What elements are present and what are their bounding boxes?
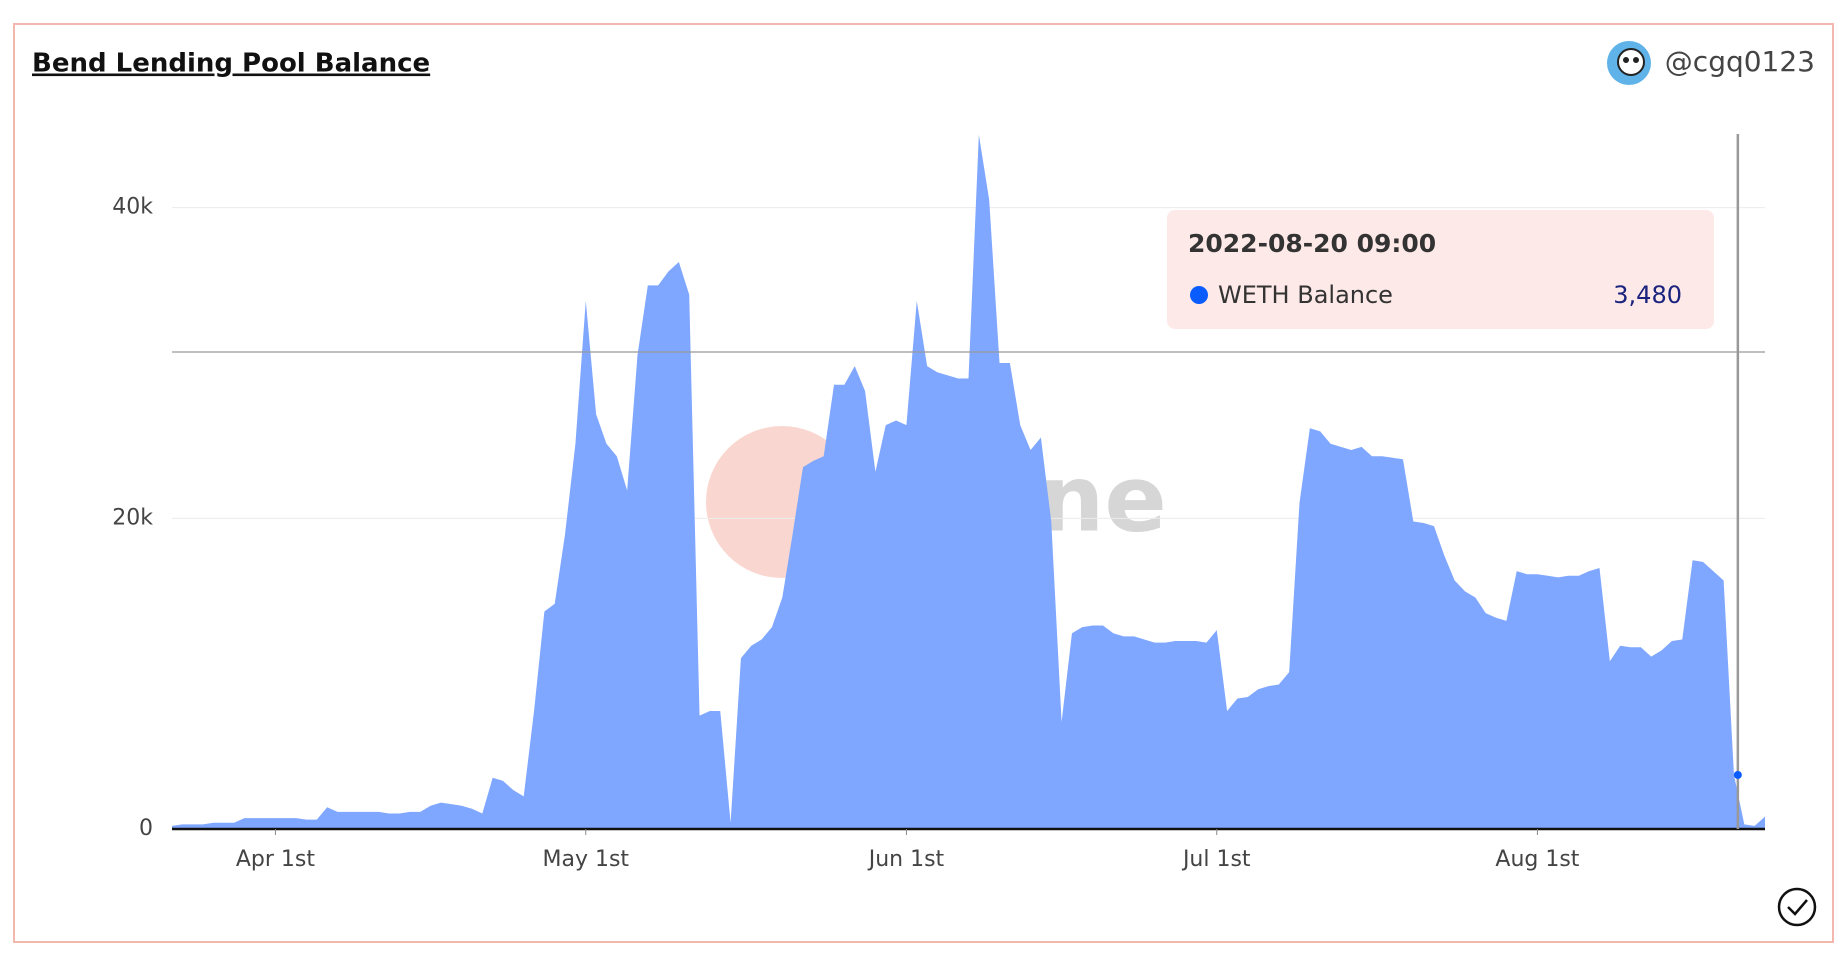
avatar[interactable]	[1607, 41, 1651, 85]
y-tick-label: 20k	[112, 505, 153, 530]
tooltip-series: WETH Balance	[1218, 281, 1393, 309]
tooltip-box	[1167, 210, 1714, 329]
check-mark	[1787, 899, 1808, 916]
tooltip: 2022-08-20 09:00 WETH Balance 3,480	[1167, 210, 1714, 329]
avatar-eye	[1623, 57, 1629, 63]
x-tick-label: Jun 1st	[867, 847, 945, 872]
avatar-face	[1617, 48, 1645, 76]
y-tick-label: 0	[139, 816, 153, 841]
x-tick-label: Apr 1st	[236, 847, 316, 872]
tooltip-value: 3,480	[1613, 281, 1682, 309]
x-tick-label: Jul 1st	[1181, 847, 1251, 872]
check-icon[interactable]	[1777, 887, 1817, 927]
author[interactable]: @cgq0123	[1665, 45, 1815, 78]
y-tick-label: 40k	[112, 195, 153, 220]
x-tick-label: Aug 1st	[1495, 847, 1579, 872]
tooltip-dot	[1190, 286, 1208, 304]
x-tick-label: May 1st	[542, 847, 629, 872]
hover-point	[1733, 770, 1742, 779]
check-circle	[1777, 887, 1817, 927]
area	[172, 134, 1765, 829]
tooltip-date: 2022-08-20 09:00	[1188, 229, 1436, 258]
avatar-eye	[1633, 57, 1639, 63]
chart-title[interactable]: Bend Lending Pool Balance	[32, 49, 430, 79]
